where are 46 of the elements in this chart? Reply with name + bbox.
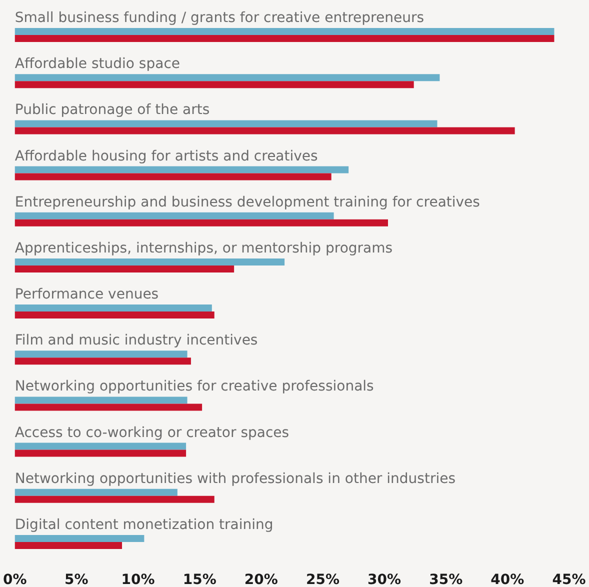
x-tick-label: 25% [306, 572, 340, 587]
bar [14, 265, 234, 272]
x-tick-label: 5% [64, 572, 88, 587]
y-tick-label: Digital content monetization training [14, 516, 274, 533]
bar [14, 358, 191, 365]
bar [14, 74, 440, 82]
y-tick-label: Film and music industry incentives [14, 332, 258, 349]
x-tick-label: 45% [552, 572, 586, 587]
y-tick-label: Affordable housing for artists and creatives [14, 148, 318, 164]
bar [14, 28, 554, 36]
y-tick-label: Small business funding / grants for creative entrepreneurs [14, 10, 424, 26]
bar [14, 534, 144, 542]
y-tick-label: Apprenticeships, internships, or mentorship programs [14, 240, 393, 256]
y-tick-label: Entrepreneurship and business development training for creatives [14, 194, 480, 210]
bar [14, 488, 178, 496]
bar [14, 442, 186, 450]
x-tick-label: 0% [2, 572, 27, 587]
bar [14, 219, 388, 226]
x-tick-label: 20% [244, 572, 278, 587]
bar [14, 258, 285, 266]
bar [14, 542, 122, 549]
bar [14, 81, 414, 88]
y-tick-label: Public patronage of the arts [14, 102, 210, 118]
bar [14, 35, 554, 42]
bar [14, 304, 212, 312]
bar [14, 312, 214, 319]
bar [14, 496, 214, 503]
x-tick-label: 30% [368, 572, 402, 587]
x-tick-label: 10% [121, 572, 155, 587]
bar [14, 404, 202, 411]
bar [14, 166, 349, 174]
y-tick-label: Networking opportunities with professionals in other industries [14, 470, 456, 487]
y-tick-label: Access to co-working or creator spaces [14, 424, 290, 441]
bar [14, 173, 332, 180]
bar [14, 396, 188, 404]
y-tick-label: Networking opportunities for creative professionals [14, 378, 374, 395]
x-tick-label: 40% [490, 572, 524, 587]
x-tick-label: 35% [429, 572, 463, 587]
bar [14, 212, 334, 220]
y-tick-label: Affordable studio space [14, 56, 180, 72]
y-tick-label: Performance venues [14, 286, 159, 303]
bar [14, 350, 188, 358]
bar [14, 120, 438, 128]
bar [14, 450, 186, 457]
x-tick-label: 15% [182, 572, 216, 587]
bar [14, 127, 515, 134]
